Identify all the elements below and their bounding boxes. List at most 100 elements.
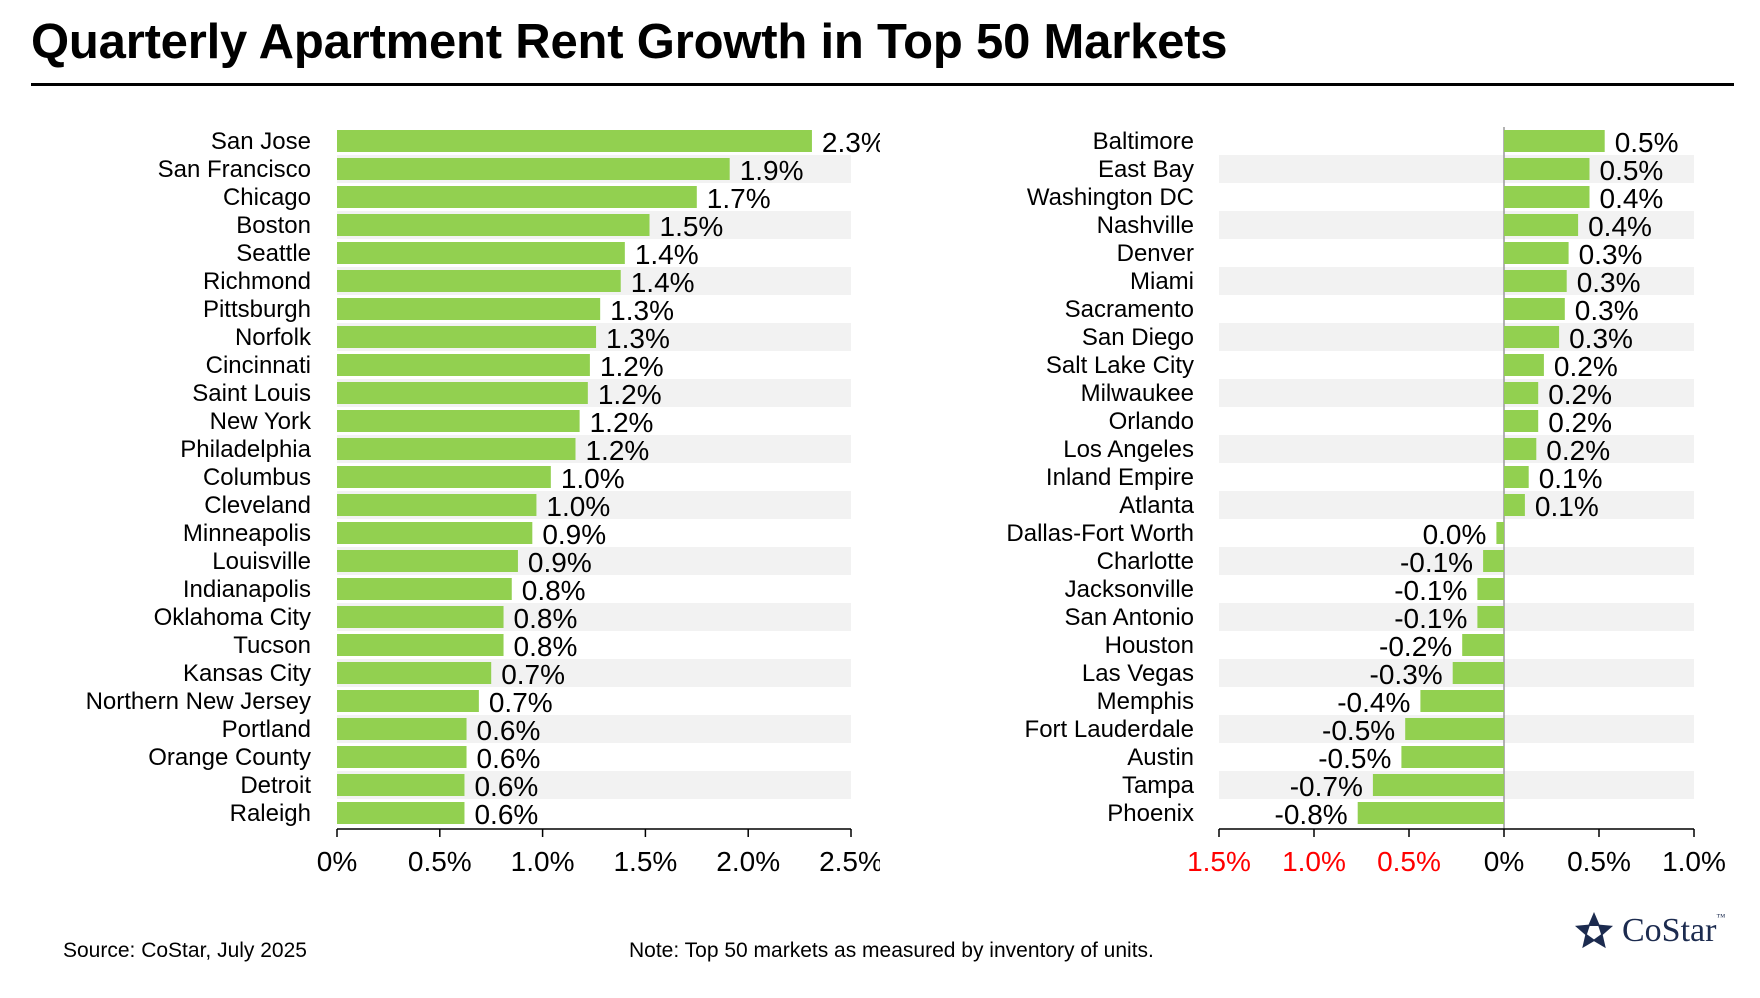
data-label: 0.1% xyxy=(1535,491,1599,522)
bar xyxy=(1504,186,1590,208)
bar xyxy=(1462,634,1504,656)
data-label: 0.9% xyxy=(528,547,592,578)
bar xyxy=(337,298,601,320)
category-label: Fort Lauderdale xyxy=(1025,716,1194,743)
data-label: 1.0% xyxy=(546,491,610,522)
bar xyxy=(1357,802,1504,824)
category-label: Miami xyxy=(1130,268,1194,295)
x-tick-label: 1.5% xyxy=(613,846,677,877)
bar xyxy=(337,522,533,544)
data-label: 0.3% xyxy=(1579,239,1643,270)
left-bar-chart: San Jose 2.3% San Francisco 1.9% Chicago 1.7%… xyxy=(86,127,880,877)
row-band xyxy=(1219,211,1694,239)
data-label: 1.3% xyxy=(610,295,674,326)
bar xyxy=(1504,326,1560,348)
x-tick-label: 1.0% xyxy=(1662,846,1726,877)
data-label: 0.8% xyxy=(514,631,578,662)
category-label: East Bay xyxy=(1098,156,1194,183)
title-rule xyxy=(31,83,1734,86)
bar xyxy=(337,718,467,740)
category-label: San Jose xyxy=(211,128,311,155)
x-tick-label: 1.5% xyxy=(1187,846,1251,877)
bar xyxy=(1504,130,1605,152)
footnote: Note: Top 50 markets as measured by inve… xyxy=(629,939,1154,962)
data-label: 1.5% xyxy=(660,211,724,242)
x-tick-label: 0.5% xyxy=(1377,846,1441,877)
category-label: Tucson xyxy=(233,632,311,659)
category-label: Oklahoma City xyxy=(154,604,311,631)
data-label: 0.2% xyxy=(1548,407,1612,438)
category-label: Kansas City xyxy=(183,660,311,687)
costar-star-icon xyxy=(1574,912,1614,949)
bar xyxy=(1504,438,1537,460)
category-label: Orlando xyxy=(1109,408,1194,435)
bar xyxy=(1504,214,1579,236)
bar xyxy=(1496,522,1504,544)
data-label: 0.9% xyxy=(542,519,606,550)
data-label: -0.1% xyxy=(1394,603,1467,634)
category-label: Milwaukee xyxy=(1081,380,1194,407)
data-label: 0.3% xyxy=(1575,295,1639,326)
data-label: -0.5% xyxy=(1318,743,1391,774)
bar xyxy=(1372,774,1504,796)
data-label: -0.7% xyxy=(1290,771,1363,802)
bar xyxy=(337,606,504,628)
category-label: Dallas-Fort Worth xyxy=(1006,520,1194,547)
bar xyxy=(1401,746,1504,768)
bar xyxy=(337,690,479,712)
data-label: 0.2% xyxy=(1548,379,1612,410)
data-label: 1.4% xyxy=(631,267,695,298)
category-label: Jacksonville xyxy=(1065,576,1194,603)
category-label: Orange County xyxy=(148,744,311,771)
data-label: 1.2% xyxy=(598,379,662,410)
bar xyxy=(337,550,518,572)
data-label: 0.5% xyxy=(1600,155,1664,186)
data-label: 1.9% xyxy=(740,155,804,186)
bar xyxy=(1452,662,1504,684)
category-label: Chicago xyxy=(223,184,311,211)
category-label: Washington DC xyxy=(1027,184,1194,211)
x-tick-label: 0% xyxy=(1484,846,1524,877)
chart-title: Quarterly Apartment Rent Growth in Top 5… xyxy=(31,15,1228,69)
bar xyxy=(337,802,465,824)
category-label: Phoenix xyxy=(1107,800,1194,827)
data-label: 1.0% xyxy=(561,463,625,494)
data-label: 1.2% xyxy=(600,351,664,382)
category-label: Raleigh xyxy=(230,800,311,827)
data-label: 1.2% xyxy=(590,407,654,438)
bar xyxy=(337,158,730,180)
bar xyxy=(1504,382,1539,404)
bar xyxy=(337,354,590,376)
bar xyxy=(337,186,697,208)
row-band xyxy=(1219,155,1694,183)
category-label: Memphis xyxy=(1097,688,1194,715)
bar xyxy=(337,494,537,516)
data-label: 2.3% xyxy=(822,127,880,158)
bar xyxy=(337,774,465,796)
costar-logo: CoStar™ xyxy=(1572,908,1732,956)
row-band xyxy=(1219,491,1694,519)
data-label: 0.6% xyxy=(474,799,538,830)
data-label: 0.7% xyxy=(501,659,565,690)
data-label: -0.3% xyxy=(1370,659,1443,690)
x-tick-label: 2.5% xyxy=(819,846,880,877)
data-label: 0.7% xyxy=(489,687,553,718)
bar xyxy=(337,662,492,684)
category-label: Denver xyxy=(1117,240,1194,267)
category-label: Charlotte xyxy=(1097,548,1194,575)
category-label: Indianapolis xyxy=(183,576,311,603)
bar xyxy=(337,326,597,348)
data-label: 1.7% xyxy=(707,183,771,214)
data-label: 0.4% xyxy=(1600,183,1664,214)
category-label: Louisville xyxy=(212,548,311,575)
x-tick-label: 2.0% xyxy=(716,846,780,877)
category-label: Inland Empire xyxy=(1046,464,1194,491)
category-label: Cleveland xyxy=(204,492,311,519)
data-label: 0.6% xyxy=(477,743,541,774)
category-label: San Francisco xyxy=(158,156,311,183)
bar xyxy=(1504,270,1567,292)
source-note: Source: CoStar, July 2025 xyxy=(63,939,307,962)
category-label: Philadelphia xyxy=(180,436,311,463)
category-label: Houston xyxy=(1105,632,1194,659)
data-label: 1.3% xyxy=(606,323,670,354)
